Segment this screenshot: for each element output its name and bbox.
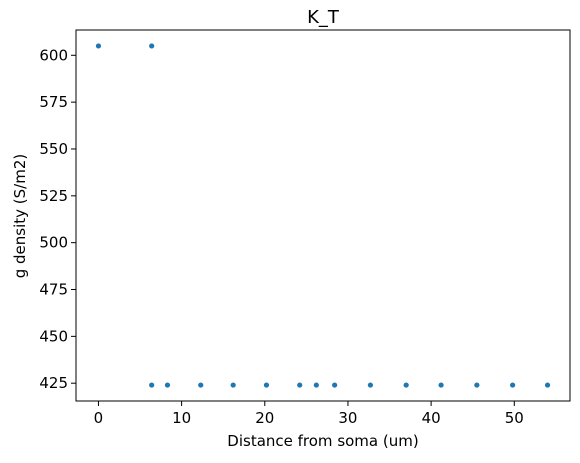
data-point <box>544 382 551 388</box>
y-tick-label: 550 <box>39 140 68 158</box>
data-point <box>367 382 374 388</box>
plot-area: 0 10 20 30 40 50 425 450 475 500 525 550 575 600 <box>39 29 571 427</box>
data-point <box>230 382 236 388</box>
data-point <box>95 43 102 49</box>
data-point <box>438 382 444 388</box>
plot-frame <box>75 29 571 402</box>
data-point <box>198 382 204 388</box>
y-tick-label: 575 <box>39 93 68 111</box>
data-point <box>313 382 319 388</box>
y-tick-label: 450 <box>39 327 68 345</box>
y-tick-label: 600 <box>39 46 68 64</box>
x-tick-label: 0 <box>94 409 104 427</box>
y-tick-label: 475 <box>39 281 68 299</box>
y-tick-label: 500 <box>39 234 68 252</box>
x-axis-label: Distance from soma (um) <box>227 432 418 450</box>
data-point <box>149 382 155 388</box>
data-point <box>263 382 270 388</box>
data-point <box>403 382 409 388</box>
data-point <box>149 43 155 49</box>
y-tick-label: 525 <box>39 187 68 205</box>
data-point <box>164 382 171 388</box>
y-tick-label: 425 <box>39 374 68 392</box>
data-point <box>297 382 303 388</box>
data-point <box>510 382 516 388</box>
x-tick-label: 10 <box>172 409 191 427</box>
data-point <box>332 382 338 388</box>
y-axis-label: g density (S/m2) <box>11 154 29 279</box>
data-point <box>474 382 480 388</box>
x-tick-label: 50 <box>505 409 524 427</box>
x-tick-label: 30 <box>338 409 357 427</box>
chart-title: K_T <box>307 7 340 28</box>
x-tick-label: 40 <box>422 409 441 427</box>
x-tick-label: 20 <box>255 409 274 427</box>
